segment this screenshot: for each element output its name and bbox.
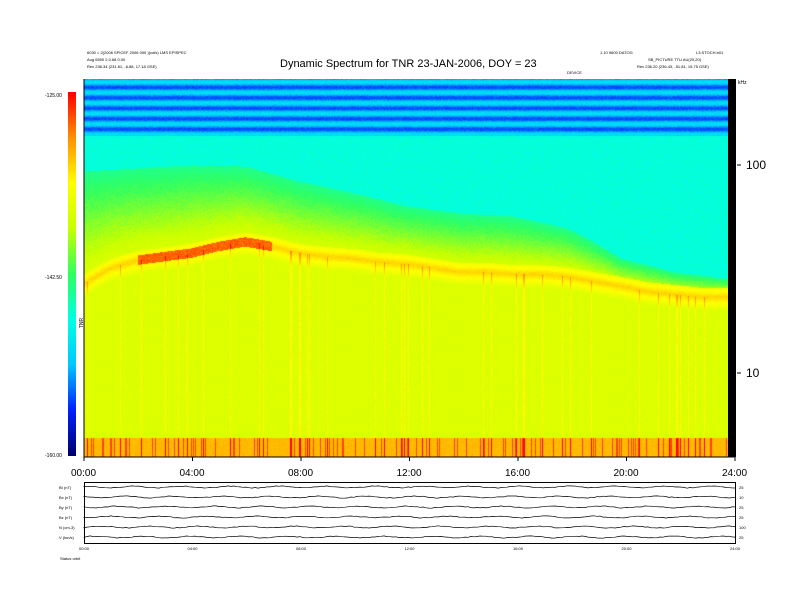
orientation-tag: DEVICE (567, 70, 582, 75)
frequency-axis-strip (728, 79, 736, 457)
aux-row-label: V (km/s) (59, 535, 74, 540)
aux-time-tick-label: 20:00 (621, 546, 632, 551)
time-tick-label: 16:00 (505, 468, 531, 479)
frequency-tick-10: 10 (746, 366, 760, 380)
aux-row-scale: 25 (739, 485, 744, 490)
time-tick-label: 04:00 (179, 468, 205, 479)
frequency-tick-100: 100 (746, 158, 767, 172)
aux-row-label: Bx (nT) (59, 495, 73, 500)
time-tick-label: 12:00 (396, 468, 422, 479)
frequency-unit-label: kHz (738, 80, 747, 86)
aux-trace-line (83, 495, 736, 499)
aux-row-label: Bt (nT) (59, 485, 72, 490)
aux-trace-line (83, 525, 736, 529)
aux-panel-frame (84, 482, 736, 544)
aux-time-tick-label: 08:00 (296, 546, 307, 551)
aux-time-tick-label: 04:00 (187, 546, 198, 551)
aux-time-tick-label: 00:00 (79, 546, 90, 551)
header-info-left-1: 6030 = 2(2006 SPICEF 2006 000 )(cofs) LM… (87, 50, 187, 55)
aux-row-scale: 25 (739, 535, 744, 540)
aux-row-label: By (nT) (59, 505, 73, 510)
spectrogram-heatmap (84, 79, 728, 457)
header-info-left-2: Aug 6590 2.0.68 0.00 (87, 57, 126, 62)
aux-footer: Status orbit (60, 556, 81, 561)
colorbar (68, 92, 76, 456)
aux-row-scale: 25 (739, 505, 744, 510)
chart-title: Dynamic Spectrum for TNR 23-JAN-2006, DO… (280, 58, 537, 70)
aux-trace-line (83, 505, 735, 509)
time-tick-label: 24:00 (722, 468, 748, 479)
aux-row-scale: 10 (739, 495, 744, 500)
aux-trace-line (83, 535, 736, 539)
header-info-right-3: Rev 236.20 (236.43, -51.81, 15.75 GSE) (637, 64, 709, 69)
header-info-right-2: SB_PICTURE TTU AU(20,20) (648, 57, 702, 62)
aux-row-scale: 100 (739, 525, 746, 530)
header-info-right-1b: L3.STOCH.b01 (696, 50, 724, 55)
header-info-right-1: 1.10 9600 DATOG (600, 50, 633, 55)
time-tick-label: 20:00 (613, 468, 639, 479)
time-tick-label: 00:00 (71, 468, 97, 479)
header-info-left-3: Rev 238.34 (231.61, -6.88, 17.18 GSE) (87, 64, 157, 69)
aux-time-tick-label: 16:00 (513, 546, 524, 551)
aux-trace-line (83, 485, 736, 489)
time-tick-label: 08:00 (288, 468, 314, 479)
aux-row-label: Bz (nT) (59, 515, 73, 520)
colorbar-min-label: -160.00 (45, 453, 62, 459)
aux-row-label: N (cm-3) (59, 525, 75, 530)
aux-time-tick-label: 24:00 (730, 546, 741, 551)
aux-trace-line (83, 515, 736, 519)
aux-time-tick-label: 12:00 (404, 546, 415, 551)
colorbar-mid-label: -142.50 (45, 275, 62, 281)
colorbar-max-label: -125.00 (45, 93, 62, 99)
aux-row-scale: 25 (739, 515, 744, 520)
